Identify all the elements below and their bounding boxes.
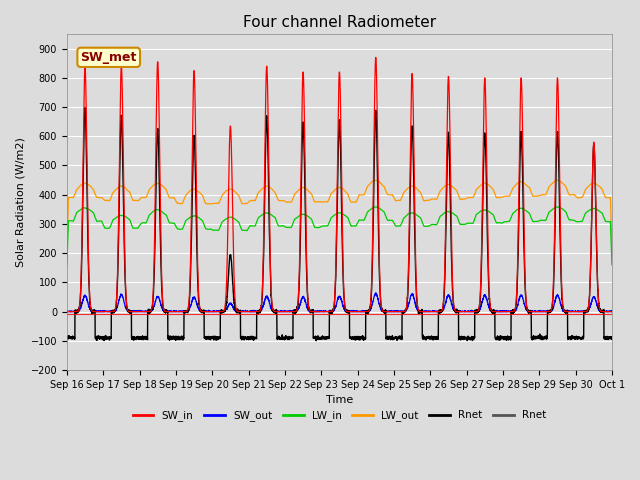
SW_in xyxy=(461,309,469,314)
Rnet xyxy=(312,338,320,344)
SW_out xyxy=(493,309,500,314)
SW_out xyxy=(319,309,327,314)
LW_out xyxy=(608,250,616,255)
Legend: SW_in, SW_out, LW_in, LW_out, Rnet, Rnet: SW_in, SW_out, LW_in, LW_out, Rnet, Rnet xyxy=(129,406,550,425)
Rnet xyxy=(431,336,439,341)
SW_in xyxy=(161,308,169,314)
Rnet xyxy=(493,335,500,340)
LW_in xyxy=(493,220,500,226)
LW_out xyxy=(431,196,439,202)
Y-axis label: Solar Radiation (W/m2): Solar Radiation (W/m2) xyxy=(15,137,25,267)
SW_in xyxy=(372,55,380,60)
Rnet xyxy=(608,335,616,341)
LW_out xyxy=(607,227,615,232)
LW_out xyxy=(319,199,327,205)
SW_in xyxy=(608,309,616,314)
SW_out xyxy=(63,309,71,314)
Line: LW_out: LW_out xyxy=(67,180,612,252)
LW_in xyxy=(63,262,71,267)
Rnet xyxy=(319,335,327,340)
LW_out xyxy=(63,249,71,255)
SW_in xyxy=(63,309,71,314)
LW_out xyxy=(461,196,469,202)
LW_in xyxy=(608,262,616,267)
Rnet xyxy=(161,308,169,314)
LW_in xyxy=(607,244,615,250)
Rnet xyxy=(81,105,89,110)
LW_in xyxy=(319,223,327,229)
LW_in xyxy=(431,222,439,228)
SW_in xyxy=(319,309,327,314)
LW_in xyxy=(161,211,169,217)
SW_out xyxy=(372,290,380,296)
LW_in xyxy=(372,204,380,210)
Rnet xyxy=(607,336,615,341)
Rnet xyxy=(462,336,470,341)
Line: SW_in: SW_in xyxy=(67,58,612,312)
Line: SW_out: SW_out xyxy=(67,293,612,312)
SW_out xyxy=(608,309,616,314)
Line: LW_in: LW_in xyxy=(67,207,612,264)
Text: SW_met: SW_met xyxy=(81,51,137,64)
X-axis label: Time: Time xyxy=(326,396,353,405)
SW_out xyxy=(161,309,169,314)
SW_out xyxy=(607,309,615,314)
Title: Four channel Radiometer: Four channel Radiometer xyxy=(243,15,436,30)
SW_in xyxy=(431,309,439,314)
LW_in xyxy=(461,221,469,227)
LW_out xyxy=(554,177,561,183)
SW_out xyxy=(63,309,71,314)
Rnet xyxy=(63,336,71,341)
SW_in xyxy=(607,309,615,314)
LW_out xyxy=(161,185,169,191)
SW_in xyxy=(493,309,500,314)
SW_out xyxy=(462,309,470,314)
SW_out xyxy=(431,309,439,314)
Line: Rnet: Rnet xyxy=(67,108,612,341)
LW_out xyxy=(493,194,500,200)
